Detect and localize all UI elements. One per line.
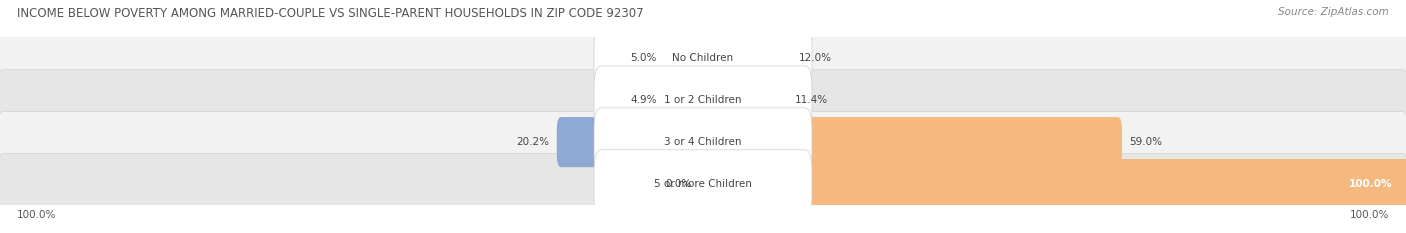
FancyBboxPatch shape	[593, 66, 813, 134]
Text: 4.9%: 4.9%	[631, 95, 658, 105]
Text: 100.0%: 100.0%	[1348, 179, 1392, 189]
FancyBboxPatch shape	[593, 108, 813, 176]
FancyBboxPatch shape	[593, 150, 813, 218]
FancyBboxPatch shape	[0, 28, 1406, 89]
Text: Source: ZipAtlas.com: Source: ZipAtlas.com	[1278, 7, 1389, 17]
Text: 3 or 4 Children: 3 or 4 Children	[664, 137, 742, 147]
Text: 100.0%: 100.0%	[17, 210, 56, 220]
FancyBboxPatch shape	[0, 154, 1406, 214]
Text: 59.0%: 59.0%	[1129, 137, 1161, 147]
FancyBboxPatch shape	[665, 75, 707, 125]
FancyBboxPatch shape	[557, 117, 707, 167]
Text: 5.0%: 5.0%	[630, 53, 657, 63]
Text: 0.0%: 0.0%	[665, 179, 692, 189]
Text: No Children: No Children	[672, 53, 734, 63]
FancyBboxPatch shape	[699, 33, 792, 83]
FancyBboxPatch shape	[664, 33, 707, 83]
FancyBboxPatch shape	[0, 70, 1406, 130]
FancyBboxPatch shape	[0, 112, 1406, 172]
Text: 12.0%: 12.0%	[799, 53, 831, 63]
FancyBboxPatch shape	[593, 24, 813, 93]
Text: 11.4%: 11.4%	[794, 95, 828, 105]
Text: 5 or more Children: 5 or more Children	[654, 179, 752, 189]
FancyBboxPatch shape	[699, 75, 787, 125]
FancyBboxPatch shape	[699, 159, 1406, 209]
FancyBboxPatch shape	[699, 117, 1122, 167]
Text: INCOME BELOW POVERTY AMONG MARRIED-COUPLE VS SINGLE-PARENT HOUSEHOLDS IN ZIP COD: INCOME BELOW POVERTY AMONG MARRIED-COUPL…	[17, 7, 644, 20]
Text: 20.2%: 20.2%	[517, 137, 550, 147]
Text: 100.0%: 100.0%	[1350, 210, 1389, 220]
Text: 1 or 2 Children: 1 or 2 Children	[664, 95, 742, 105]
